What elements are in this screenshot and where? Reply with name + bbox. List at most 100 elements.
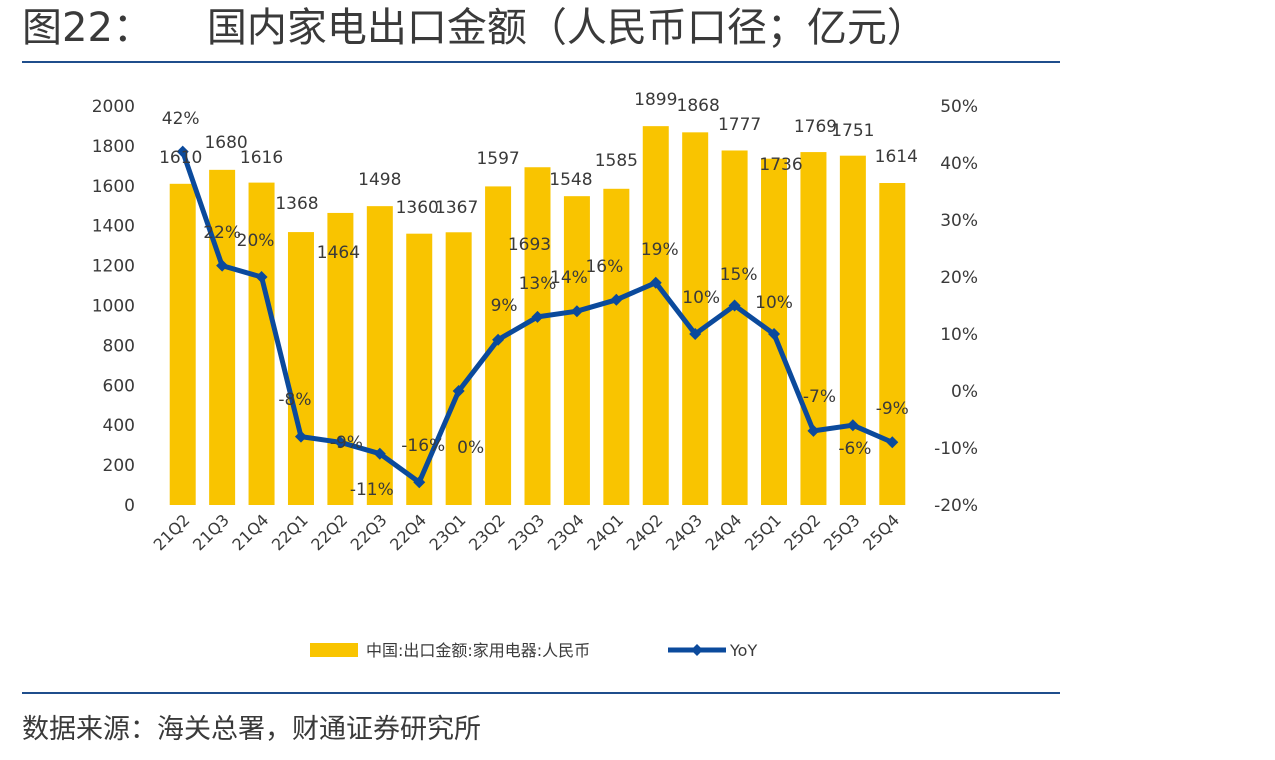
left-axis-tick-label: 600 [103, 376, 135, 396]
x-axis-tick-label: 25Q1 [741, 510, 785, 554]
bar-value-label: 1610 [159, 148, 202, 168]
bar-value-label: 1899 [634, 90, 677, 110]
bar-value-label: 1464 [317, 243, 360, 263]
bar-value-label: 1680 [204, 133, 247, 153]
bottom-divider [22, 692, 1060, 694]
bar [248, 182, 275, 505]
bar [209, 169, 236, 505]
legend-marker-line [691, 644, 703, 656]
bar-value-label: 1751 [831, 121, 874, 141]
yoy-point [176, 145, 189, 158]
x-axis-tick-label: 23Q1 [426, 510, 470, 554]
x-axis-tick-label: 21Q4 [228, 510, 272, 554]
right-y-axis: -20% -10% 0% 10% 20% 30% 40% 50% [934, 97, 978, 516]
x-axis-tick-label: 22Q3 [347, 510, 391, 554]
x-axis-tick-label: 21Q2 [150, 510, 194, 554]
x-axis-tick-label: 22Q2 [307, 510, 351, 554]
legend-label-bar: 中国:出口金额:家用电器:人民币 [366, 641, 590, 660]
x-axis-tick-label: 21Q3 [189, 510, 233, 554]
bar [524, 167, 551, 505]
left-axis-tick-label: 1600 [92, 177, 135, 197]
bar-value-label: 1597 [476, 149, 519, 169]
figure-title: 图22： 国内家电出口金额（人民币口径；亿元） [22, 2, 927, 54]
yoy-value-label: -9% [876, 399, 909, 419]
bar-value-label: 1769 [794, 117, 837, 137]
yoy-value-label: 19% [641, 240, 679, 260]
yoy-point [255, 271, 268, 283]
yoy-value-label: -16% [401, 436, 445, 456]
x-axis-tick-label: 24Q1 [583, 510, 627, 554]
left-axis-tick-label: 1800 [92, 137, 135, 157]
legend-label-line: YoY [729, 641, 757, 660]
bar [879, 183, 906, 505]
bar [287, 232, 314, 506]
yoy-point [689, 328, 702, 340]
right-axis-tick-label: -20% [934, 496, 978, 516]
x-axis-tick-label: 24Q2 [623, 510, 667, 554]
top-divider [22, 61, 1060, 63]
bar [642, 126, 669, 505]
x-axis-tick-label: 23Q3 [504, 510, 548, 554]
bar [839, 155, 866, 505]
bar-value-label: 1693 [508, 235, 551, 255]
yoy-point [531, 310, 544, 323]
yoy-value-label: 13% [519, 274, 557, 294]
bar-value-label: 1777 [718, 115, 761, 135]
yoy-point [294, 430, 307, 443]
bar [721, 150, 748, 505]
bar-value-label: 1585 [595, 151, 638, 171]
left-axis-tick-label: 0 [124, 496, 135, 516]
yoy-value-label: -7% [803, 387, 836, 407]
yoy-value-label: 42% [162, 109, 200, 129]
right-axis-tick-label: 10% [940, 325, 978, 345]
right-axis-tick-label: 50% [940, 97, 978, 117]
yoy-point [413, 476, 426, 489]
bar [800, 152, 827, 505]
yoy-point [373, 447, 386, 460]
x-axis-tick-label: 25Q4 [859, 510, 903, 554]
yoy-point [610, 293, 623, 306]
bar-value-label: 1548 [549, 170, 592, 190]
left-axis-tick-label: 800 [103, 336, 135, 356]
yoy-point [492, 333, 505, 346]
bar-value-label: 1868 [677, 96, 720, 116]
yoy-point [334, 436, 347, 449]
right-axis-tick-label: 40% [940, 154, 978, 174]
yoy-point [846, 419, 859, 432]
yoy-value-label: 16% [585, 257, 623, 277]
legend: 中国:出口金额:家用电器:人民币 YoY [310, 641, 757, 660]
bar [169, 183, 196, 505]
left-axis-tick-label: 400 [103, 416, 135, 436]
yoy-value-label: -11% [350, 480, 394, 500]
yoy-value-label: 10% [682, 288, 720, 308]
x-axis-tick-label: 22Q1 [268, 510, 312, 554]
bar-series [169, 126, 906, 506]
right-axis-tick-label: 20% [940, 268, 978, 288]
yoy-value-label: -8% [278, 390, 311, 410]
line-data-labels: 42% 22%20% -8% -9% -11% -16% 0% 9%13%14%16% 19% 1… [162, 109, 909, 500]
yoy-line-series [176, 145, 899, 489]
chart-title: 国内家电出口金额（人民币口径；亿元） [206, 5, 927, 51]
chart-area: 0 200 400 600 800 1000 1200 1400 1600 1800 2000 -2… [92, 90, 978, 660]
x-axis-tick-label: 22Q4 [386, 510, 430, 554]
x-axis-tick-label: 24Q4 [701, 510, 745, 554]
x-axis-tick-label: 25Q3 [820, 510, 864, 554]
yoy-value-label: -6% [838, 439, 871, 459]
bar-value-label: 1498 [358, 170, 401, 190]
yoy-point [649, 276, 662, 289]
bar [603, 188, 630, 506]
x-axis-tick-label: 23Q2 [465, 510, 509, 554]
x-axis-tick-label: 24Q3 [662, 510, 706, 554]
left-axis-tick-label: 1000 [92, 297, 135, 317]
yoy-value-label: 14% [550, 268, 588, 288]
bar [563, 196, 590, 505]
yoy-value-label: 9% [491, 296, 518, 316]
x-axis-tick-label: 25Q2 [780, 510, 824, 554]
x-axis-tick-label: 23Q4 [544, 510, 588, 554]
source-note: 数据来源：海关总署，财通证券研究所 [22, 714, 481, 745]
yoy-point [570, 305, 583, 318]
left-y-axis: 0 200 400 600 800 1000 1200 1400 1600 1800 2000 [92, 97, 135, 516]
bar-value-label: 1616 [240, 148, 283, 168]
yoy-point [452, 385, 465, 397]
